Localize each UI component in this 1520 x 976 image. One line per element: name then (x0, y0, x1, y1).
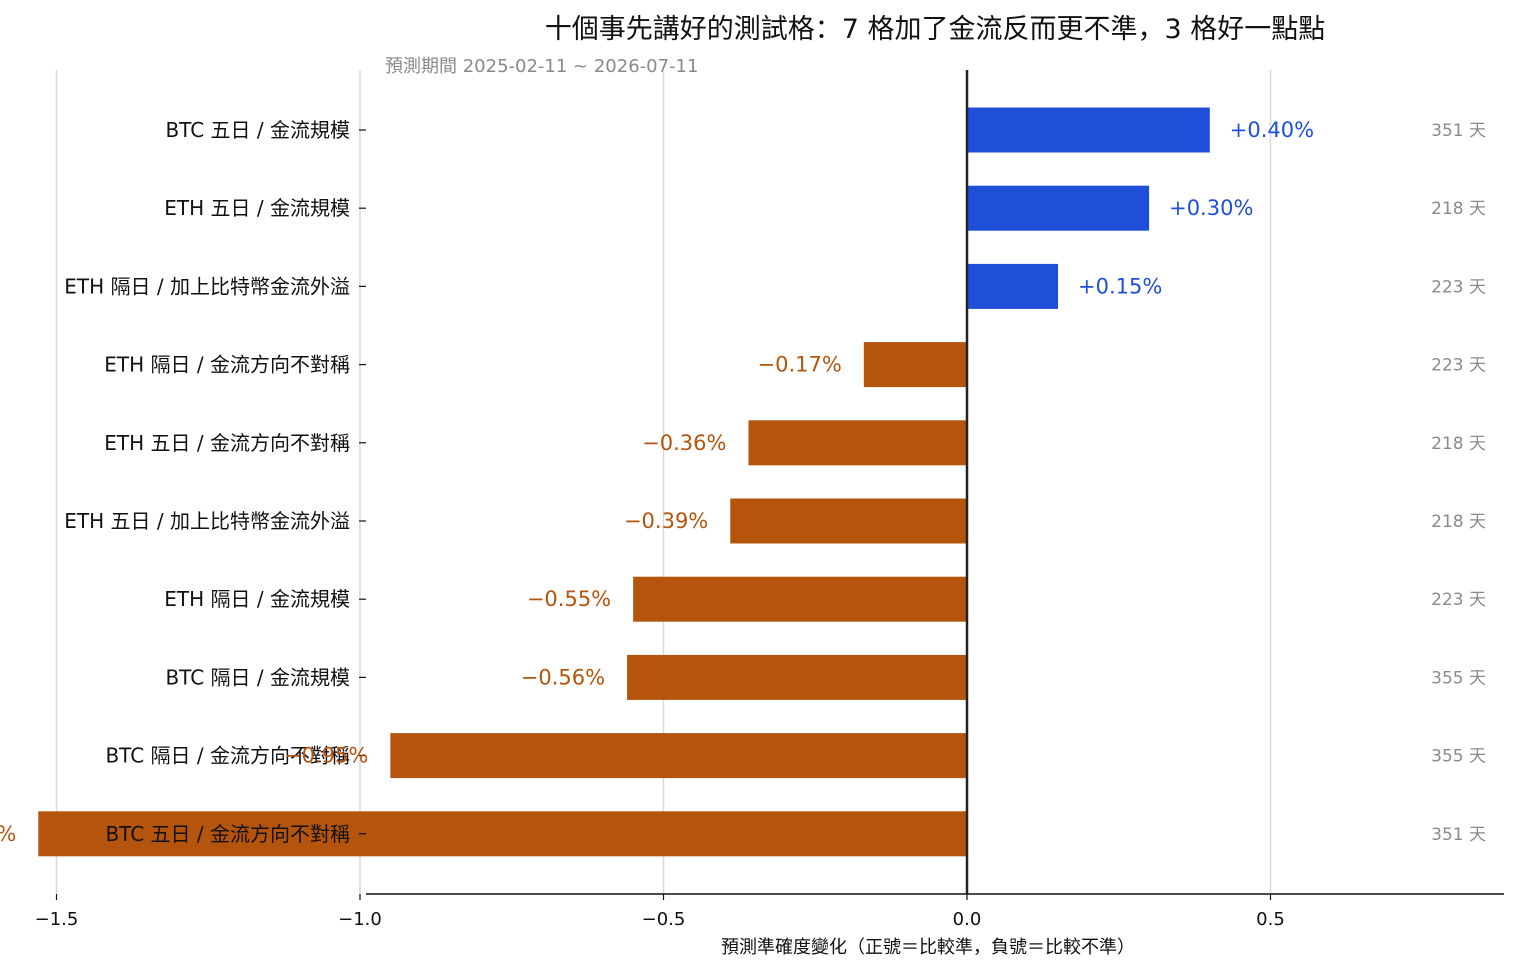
bar (967, 185, 1150, 231)
data-label: +0.40% (1230, 118, 1314, 142)
days-label: 218 天 (1431, 434, 1486, 454)
days-label: 355 天 (1431, 668, 1486, 688)
x-tick-label: −1.5 (35, 909, 79, 930)
days-label: 218 天 (1431, 199, 1486, 219)
data-label: −0.36% (642, 431, 726, 455)
data-label: +0.15% (1078, 274, 1162, 298)
x-tick-label: −0.5 (642, 909, 686, 930)
days-label: 223 天 (1431, 277, 1486, 297)
data-label: −0.95% (284, 744, 368, 768)
bar (627, 654, 967, 700)
days-label: 351 天 (1431, 825, 1486, 845)
bar (967, 263, 1059, 309)
chart-title: 十個事先講好的測試格：7 格加了金流反而更不準，3 格好一點點 (545, 14, 1326, 45)
bar (633, 576, 967, 622)
x-axis-ticks: −1.5−1.0−0.50.00.51.01.5 (35, 894, 1285, 930)
x-tick-label: −1.0 (338, 909, 382, 930)
bar (863, 342, 967, 388)
x-axis-label: 預測準確度變化（正號＝比較準，負號＝比較不準） (721, 937, 1135, 958)
bar (748, 420, 967, 466)
category-label: BTC 隔日 / 金流規模 (165, 665, 350, 689)
days-label: 223 天 (1431, 590, 1486, 610)
data-label: −0.55% (527, 587, 611, 611)
category-label: BTC 五日 / 金流規模 (165, 118, 350, 142)
category-label: ETH 五日 / 金流方向不對稱 (104, 431, 350, 455)
bar (390, 733, 968, 779)
category-label: ETH 隔日 / 金流方向不對稱 (104, 353, 350, 377)
gridlines (55, 70, 1272, 894)
bar (730, 498, 967, 544)
bar (38, 811, 968, 857)
category-label: BTC 五日 / 金流方向不對稱 (105, 822, 350, 846)
x-tick-label: 0.5 (1256, 909, 1285, 930)
data-label: −0.17% (757, 353, 841, 377)
data-label: −0.56% (521, 665, 605, 689)
data-label: −0.39% (624, 509, 708, 533)
data-label: −1.53% (0, 822, 16, 846)
data-label: +0.30% (1169, 196, 1253, 220)
days-label: 355 天 (1431, 747, 1486, 767)
category-label: BTC 隔日 / 金流方向不對稱 (105, 744, 350, 768)
bar (967, 107, 1210, 153)
category-label: ETH 隔日 / 加上比特幣金流外溢 (64, 274, 350, 298)
x-tick-label: 0.0 (953, 909, 982, 930)
chart-subtitle: 預測期間 2025-02-11 ~ 2026-07-11 (385, 56, 698, 77)
bars (38, 70, 1210, 894)
days-label: 223 天 (1431, 356, 1486, 376)
days-label: 351 天 (1431, 121, 1486, 141)
labels: BTC 五日 / 金流規模 +0.40% 351 天 ETH 五日 / 金流規模 +0.… (0, 118, 1486, 846)
category-label: ETH 五日 / 加上比特幣金流外溢 (64, 509, 350, 533)
category-label: ETH 隔日 / 金流規模 (164, 587, 350, 611)
category-label: ETH 五日 / 金流規模 (164, 196, 350, 220)
days-label: 218 天 (1431, 512, 1486, 532)
